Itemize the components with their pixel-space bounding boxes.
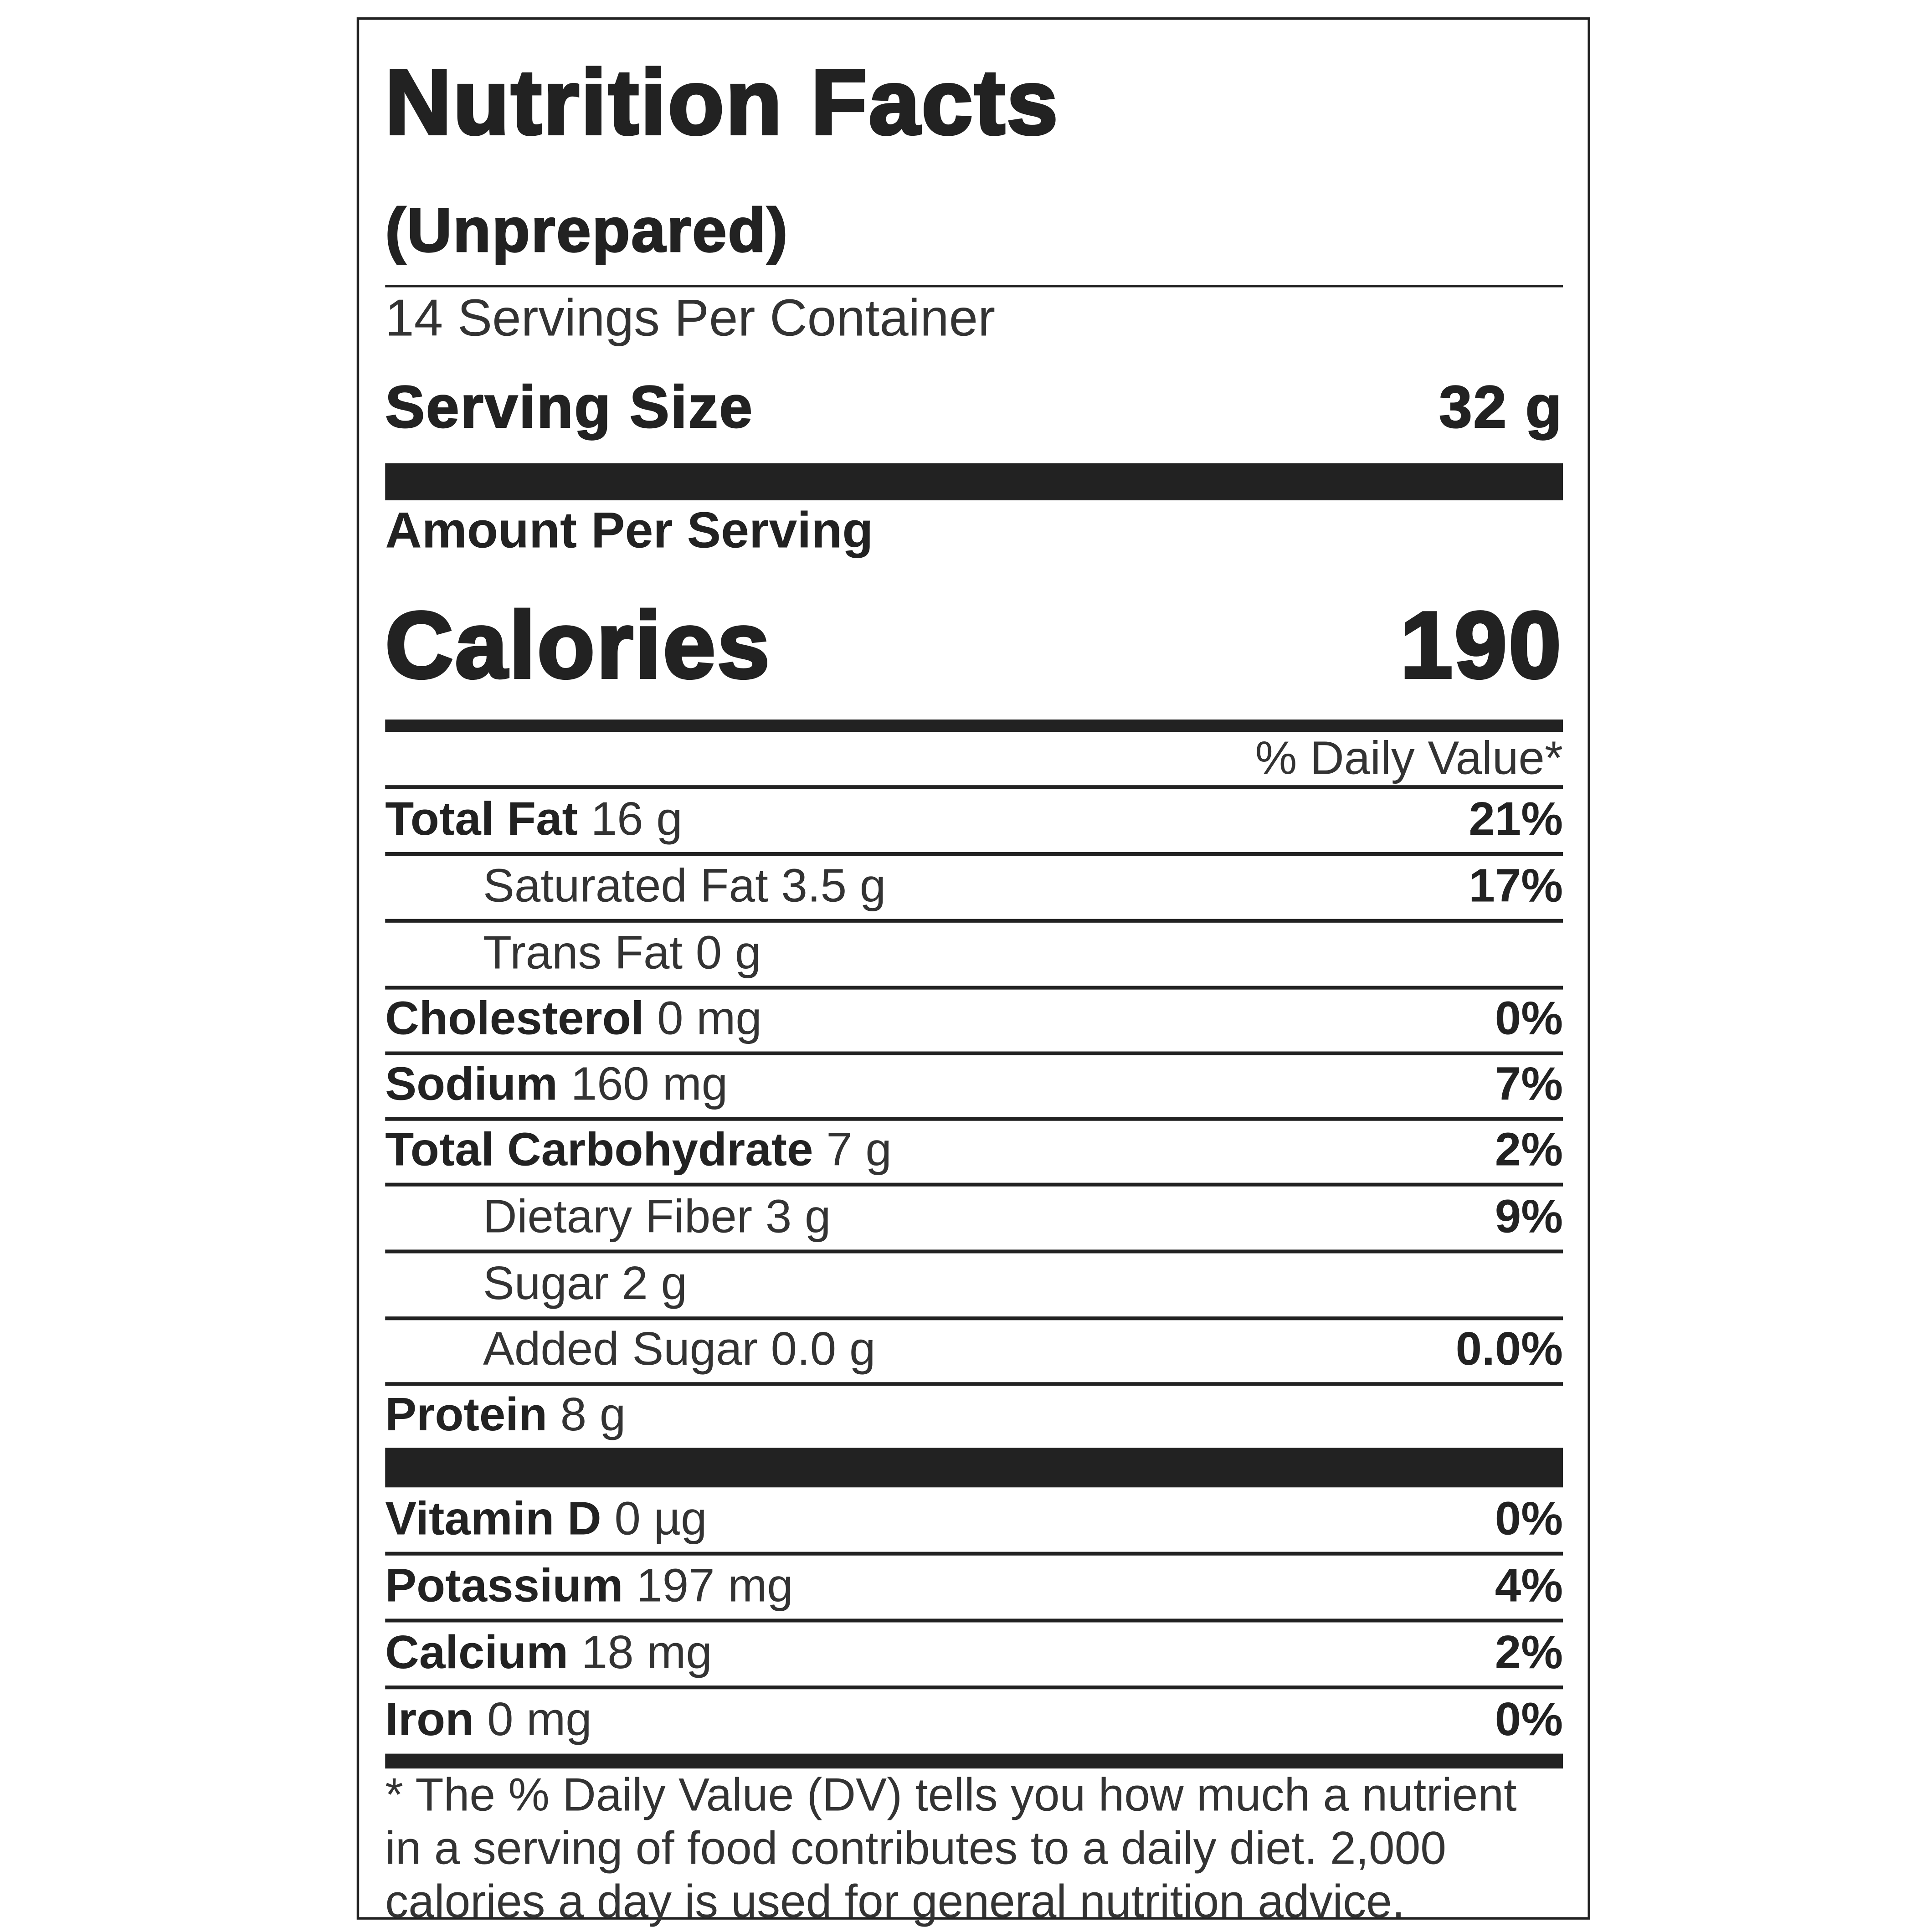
nutrient-label: Iron 0 mg	[385, 1694, 591, 1747]
row-divider	[385, 1619, 1563, 1623]
nutrient-row: Total Fat 16 g 21%	[385, 789, 1563, 852]
nutrient-row: Cholesterol 0 mg 0%	[385, 988, 1563, 1052]
calories-row: Calories 190	[384, 593, 1563, 699]
nutrient-row: Iron 0 mg 0%	[385, 1689, 1563, 1752]
nutrient-label: Dietary Fiber 3 g	[385, 1192, 831, 1245]
row-divider	[385, 1182, 1563, 1187]
nutrient-amount: 0 µg	[614, 1493, 707, 1546]
serving-size-value: 32 g	[1439, 375, 1563, 441]
daily-value-header: % Daily Value*	[1255, 733, 1563, 786]
row-divider	[385, 1685, 1563, 1690]
nutrient-amount: 2 g	[622, 1258, 687, 1310]
nutrient-name: Calcium	[385, 1627, 569, 1680]
nutrient-label: Total Carbohydrate 7 g	[385, 1125, 892, 1178]
nutrient-label: Saturated Fat 3.5 g	[385, 861, 886, 914]
nutrient-amount: 7 g	[826, 1124, 892, 1177]
nutrient-row: Added Sugar 0.0 g 0.0%	[385, 1319, 1563, 1382]
daily-value-percent: 9%	[1495, 1191, 1563, 1243]
calories-value: 190	[1399, 593, 1563, 699]
nutrient-name: Trans Fat	[483, 927, 683, 980]
nutrient-label: Cholesterol 0 mg	[385, 993, 762, 1047]
row-divider	[385, 1382, 1563, 1386]
amount-per-serving: Amount Per Serving	[385, 501, 874, 559]
nutrient-row: Sugar 2 g	[385, 1254, 1563, 1317]
nutrient-label: Sugar 2 g	[385, 1258, 687, 1311]
nutrient-row: Total Carbohydrate 7 g 2%	[385, 1120, 1563, 1183]
nutrient-name: Added Sugar	[483, 1324, 758, 1376]
nutrient-row: Trans Fat 0 g	[385, 923, 1563, 986]
nutrient-name: Total Fat	[385, 794, 578, 846]
nutrient-row: Sodium 160 mg 7%	[385, 1054, 1563, 1117]
thick-divider	[385, 463, 1563, 501]
nutrient-amount: 0.0 g	[771, 1324, 876, 1376]
row-divider	[385, 852, 1563, 856]
daily-value-percent: 0%	[1495, 1694, 1563, 1747]
medium-divider	[385, 1753, 1563, 1769]
nutrient-row: Protein 8 g	[385, 1385, 1563, 1448]
daily-value-percent: 7%	[1495, 1058, 1563, 1111]
nutrient-amount: 0 mg	[487, 1694, 592, 1747]
nutrient-amount: 18 mg	[581, 1627, 712, 1680]
nutrient-amount: 0 g	[695, 927, 761, 980]
nutrient-name: Sugar	[483, 1258, 609, 1310]
nutrient-row: Saturated Fat 3.5 g 17%	[385, 856, 1563, 919]
nutrient-label: Protein 8 g	[385, 1390, 626, 1443]
label-subtitle: (Unprepared)	[385, 195, 789, 265]
nutrient-name: Cholesterol	[385, 993, 644, 1045]
daily-value-percent: 2%	[1495, 1124, 1563, 1177]
nutrient-name: Vitamin D	[385, 1493, 601, 1546]
nutrient-name: Saturated Fat	[483, 860, 768, 913]
divider	[385, 285, 1563, 288]
nutrient-label: Potassium 197 mg	[385, 1561, 793, 1614]
medium-divider	[385, 719, 1563, 732]
daily-value-percent: 4%	[1495, 1560, 1563, 1613]
daily-value-percent: 17%	[1469, 860, 1563, 913]
row-divider	[385, 1051, 1563, 1055]
nutrient-label: Trans Fat 0 g	[385, 928, 761, 981]
calories-label: Calories	[384, 593, 772, 699]
nutrient-row: Calcium 18 mg 2%	[385, 1623, 1563, 1686]
nutrient-name: Sodium	[385, 1058, 558, 1111]
nutrient-row: Potassium 197 mg 4%	[385, 1556, 1563, 1619]
nutrient-amount: 160 mg	[570, 1058, 728, 1111]
nutrient-name: Dietary Fiber	[483, 1191, 753, 1243]
nutrient-label: Total Fat 16 g	[385, 794, 682, 847]
servings-per-container: 14 Servings Per Container	[385, 288, 996, 347]
nutrient-row: Dietary Fiber 3 g 9%	[385, 1187, 1563, 1250]
row-divider	[385, 919, 1563, 923]
nutrition-facts-label: Nutrition Facts (Unprepared) 14 Servings…	[356, 17, 1590, 1927]
daily-value-percent: 0.0%	[1455, 1324, 1563, 1376]
nutrient-label: Sodium 160 mg	[385, 1059, 728, 1112]
thick-divider	[385, 1448, 1563, 1488]
nutrient-name: Total Carbohydrate	[385, 1124, 813, 1177]
row-divider	[385, 785, 1563, 789]
nutrient-amount: 197 mg	[636, 1560, 793, 1613]
nutrient-label: Calcium 18 mg	[385, 1627, 712, 1680]
nutrient-name: Protein	[385, 1389, 548, 1442]
daily-value-percent: 0%	[1495, 993, 1563, 1045]
daily-value-percent: 0%	[1495, 1493, 1563, 1546]
row-divider	[385, 986, 1563, 990]
nutrient-label: Added Sugar 0.0 g	[385, 1324, 875, 1377]
row-divider	[385, 1552, 1563, 1556]
nutrient-amount: 0 mg	[657, 993, 762, 1045]
row-divider	[385, 1117, 1563, 1121]
daily-value-percent: 2%	[1495, 1627, 1563, 1680]
nutrient-amount: 16 g	[591, 794, 683, 846]
footnote: * The % Daily Value (DV) tells you how m…	[385, 1768, 1517, 1927]
serving-size-label: Serving Size	[385, 375, 754, 441]
nutrient-amount: 8 g	[560, 1389, 626, 1442]
row-divider	[385, 1249, 1563, 1254]
nutrient-label: Vitamin D 0 µg	[385, 1494, 707, 1547]
nutrient-name: Potassium	[385, 1560, 623, 1613]
daily-value-percent: 21%	[1469, 794, 1563, 846]
nutrient-name: Iron	[385, 1694, 474, 1747]
nutrient-row: Vitamin D 0 µg 0%	[385, 1489, 1563, 1552]
nutrient-amount: 3 g	[765, 1191, 831, 1243]
nutrient-amount: 3.5 g	[781, 860, 886, 913]
row-divider	[385, 1316, 1563, 1321]
label-title: Nutrition Facts	[384, 51, 1060, 154]
serving-size-row: Serving Size 32 g	[385, 375, 1563, 441]
